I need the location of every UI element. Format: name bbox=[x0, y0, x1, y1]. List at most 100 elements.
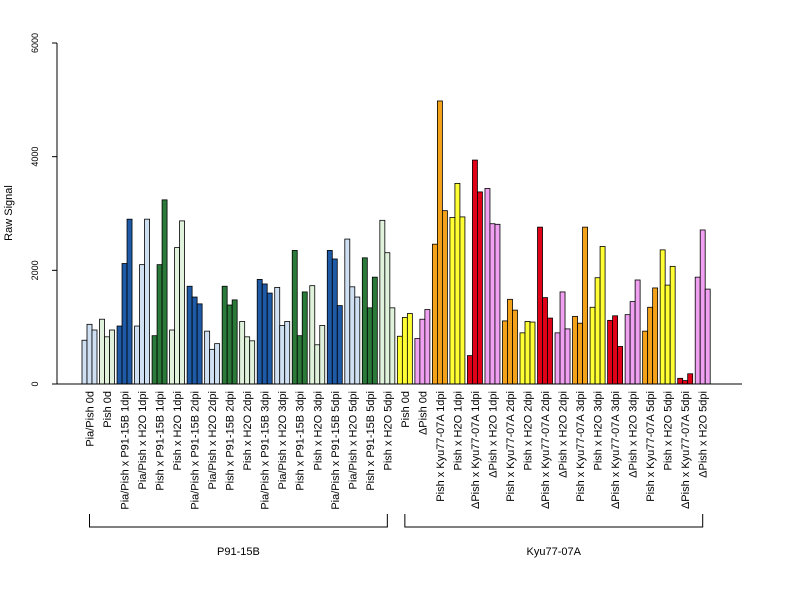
bar bbox=[406, 313, 413, 385]
x-category-label: Pish 0d bbox=[400, 391, 412, 428]
x-category-label: ΔPish x H2O 3dpi bbox=[628, 391, 640, 478]
bar bbox=[134, 325, 140, 385]
x-category-label: Pish 0d bbox=[102, 391, 114, 428]
bar bbox=[477, 191, 483, 385]
bar bbox=[489, 223, 496, 385]
bar bbox=[214, 343, 221, 385]
x-category-label: ΔPish x H2O 1dpi bbox=[487, 391, 499, 478]
x-category-label: Pia/Pish x H2O 3dpi bbox=[277, 391, 289, 489]
bar bbox=[677, 377, 684, 385]
bar bbox=[204, 330, 211, 385]
x-category-label: ΔPish x Kyu77-07A 3dpi bbox=[610, 391, 622, 509]
bar bbox=[607, 319, 613, 385]
bar bbox=[589, 306, 596, 385]
bar bbox=[261, 283, 268, 385]
x-category-label: Pish x H2O 1dpi bbox=[172, 391, 184, 470]
x-category-label: Pish x P91-15B 5dpi bbox=[365, 391, 377, 491]
x-category-label: Pia/Pish x H2O 1dpi bbox=[137, 391, 149, 489]
bar bbox=[179, 220, 186, 385]
bar bbox=[209, 348, 216, 385]
bar bbox=[401, 317, 408, 385]
y-tick-label: 4000 bbox=[30, 147, 40, 167]
bar bbox=[116, 325, 123, 385]
x-category-label: Pia/Pish x P91-15B 1dpi bbox=[120, 391, 132, 510]
bar bbox=[191, 296, 198, 385]
bar bbox=[161, 199, 168, 385]
bar bbox=[99, 318, 105, 385]
bar bbox=[507, 298, 513, 385]
x-category-label: Pish x Kyu77-07A 2dpi bbox=[505, 391, 517, 502]
bar bbox=[104, 336, 110, 385]
bar bbox=[121, 263, 128, 385]
bar bbox=[186, 285, 193, 385]
bar bbox=[547, 317, 553, 385]
x-category-label: Pish x Kyu77-07A 3dpi bbox=[575, 391, 587, 502]
bar bbox=[174, 247, 181, 385]
bar bbox=[484, 188, 491, 385]
bar bbox=[371, 276, 378, 385]
x-category-label: ΔPish x Kyu77-07A 5dpi bbox=[680, 391, 692, 509]
bar bbox=[396, 335, 403, 385]
group-bracket bbox=[404, 514, 704, 528]
bar bbox=[642, 330, 649, 385]
bar bbox=[81, 339, 88, 385]
bar bbox=[594, 277, 601, 385]
bar bbox=[634, 279, 641, 385]
bar bbox=[424, 309, 431, 385]
bar bbox=[296, 335, 303, 385]
bar bbox=[169, 329, 176, 385]
x-category-label: Pish x H2O 1dpi bbox=[452, 391, 464, 470]
bar bbox=[524, 321, 531, 385]
bar bbox=[344, 238, 351, 385]
bar bbox=[354, 296, 361, 385]
bar bbox=[519, 332, 526, 385]
bar bbox=[231, 299, 238, 385]
bar bbox=[542, 297, 548, 385]
bar bbox=[699, 229, 706, 385]
bar bbox=[537, 226, 543, 385]
bar bbox=[144, 218, 150, 385]
bar bbox=[572, 315, 578, 385]
x-category-label: Pia/Pish x H2O 5dpi bbox=[347, 391, 359, 489]
bar bbox=[652, 287, 659, 385]
bar bbox=[414, 338, 421, 385]
bar bbox=[244, 336, 251, 385]
bar bbox=[301, 291, 308, 385]
bar bbox=[326, 250, 333, 385]
bar bbox=[196, 303, 203, 385]
x-category-label: Pish x H2O 3dpi bbox=[593, 391, 605, 470]
bar bbox=[577, 322, 583, 385]
group-bracket bbox=[89, 514, 388, 528]
bar bbox=[529, 321, 536, 385]
x-category-label: ΔPish 0d bbox=[417, 391, 429, 435]
x-category-label: Pish x H2O 2dpi bbox=[523, 391, 535, 470]
y-axis: 0 2000 4000 6000 Raw Signal bbox=[3, 33, 58, 387]
bar bbox=[266, 292, 273, 385]
group-label: Kyu77-07A bbox=[527, 546, 582, 558]
bar bbox=[86, 323, 93, 385]
x-category-label: Pia/Pish x P91-15B 3dpi bbox=[260, 391, 272, 510]
y-tick-label: 6000 bbox=[30, 33, 40, 53]
x-category-label: Pish x P91-15B 1dpi bbox=[155, 391, 167, 491]
x-axis: Pia/Pish 0d Pish 0d Pia/Pish x P91-15B 1dp… bbox=[57, 383, 742, 510]
bar bbox=[284, 321, 291, 385]
bar bbox=[449, 217, 456, 385]
bar bbox=[221, 285, 228, 385]
x-category-label: ΔPish x Kyu77-07A 2dpi bbox=[540, 391, 552, 509]
x-category-label: Pish x Kyu77-07A 5dpi bbox=[645, 391, 657, 502]
bar bbox=[512, 309, 518, 385]
y-tick-label: 0 bbox=[30, 381, 40, 386]
bar bbox=[349, 286, 356, 385]
bar bbox=[617, 346, 623, 385]
bar bbox=[599, 246, 606, 385]
bar bbox=[126, 218, 133, 385]
x-category-label: Pish x H2O 5dpi bbox=[382, 391, 394, 470]
x-category-label: Pia/Pish x H2O 2dpi bbox=[207, 391, 219, 489]
x-category-label: Pish x P91-15B 2dpi bbox=[225, 391, 237, 491]
x-category-label: ΔPish x H2O 5dpi bbox=[698, 391, 710, 478]
x-category-label: ΔPish x H2O 2dpi bbox=[558, 391, 570, 478]
bar bbox=[436, 100, 443, 385]
x-category-label: Pish x P91-15B 3dpi bbox=[295, 391, 307, 491]
bar bbox=[687, 373, 694, 385]
